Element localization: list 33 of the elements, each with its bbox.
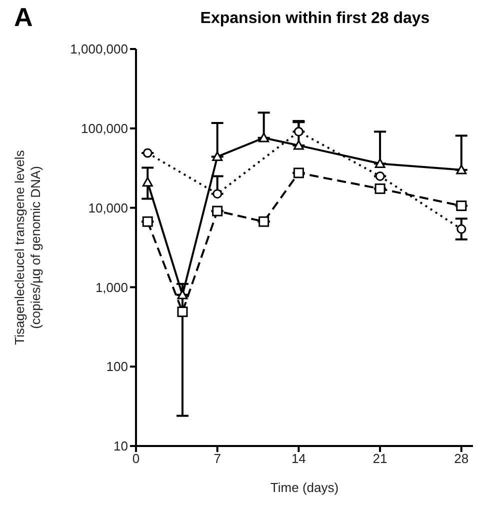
point [142,216,153,227]
y-tick-label: 10,000 [88,200,128,216]
point [374,158,386,168]
point [258,216,270,227]
point [456,224,466,234]
x-tick-label: 28 [454,451,469,466]
point [258,132,270,142]
point [374,183,386,194]
point [293,168,304,178]
x-tick-label: 21 [372,451,388,466]
text: A [14,2,33,33]
y-tick-label: 100 [106,359,128,374]
y-axis-title: Tisagenlecleucel transgene levels (copies/µg of genomic DNA) [12,150,43,345]
chart-title: Expansion within first 28 days [199,10,431,28]
x-tick-label: 14 [291,451,306,466]
y-tick-label: 1,000,000 [70,42,128,57]
point [177,306,188,318]
point [294,126,304,136]
point [212,206,223,216]
point [212,151,223,162]
y-tick-label: 10 [114,438,128,454]
point [142,176,153,187]
y-tick-label: 100,000 [81,121,128,136]
point [293,140,304,150]
point [375,171,385,181]
x-tick-label: 0 [132,451,140,466]
point [142,148,152,158]
point [212,189,222,199]
point [456,164,467,174]
y-tick-label: 1,000 [95,280,128,295]
x-tick-label: 7 [214,451,221,466]
x-axis-title: Time (days) [270,480,339,495]
point [456,200,467,212]
